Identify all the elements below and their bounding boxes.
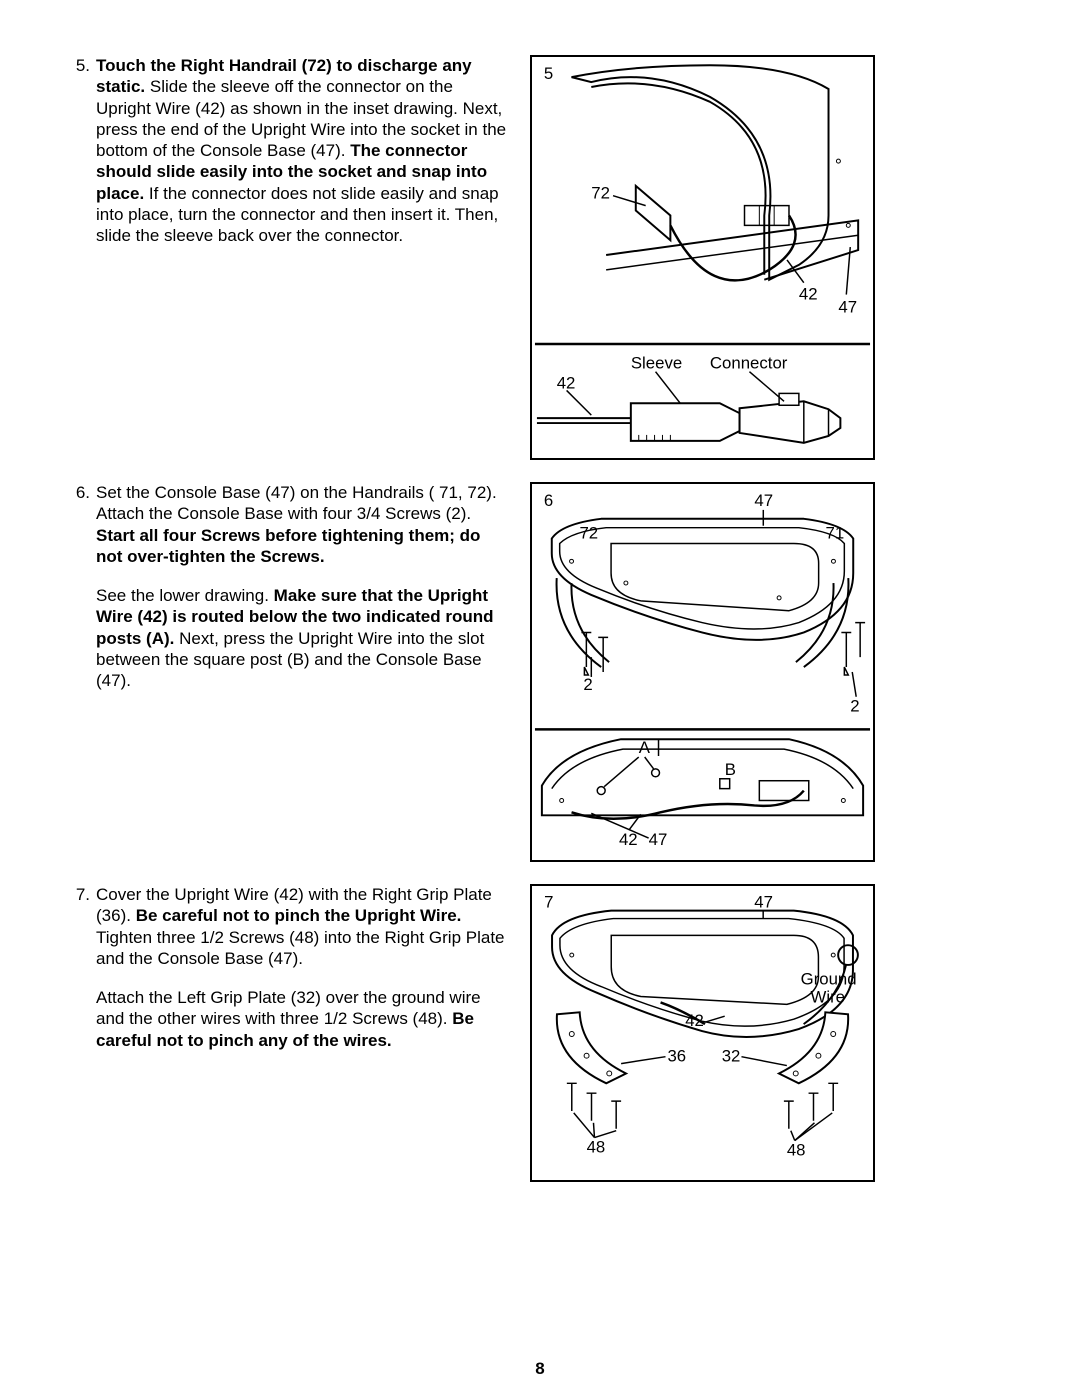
step-number: 6. — [68, 482, 96, 503]
label-47: 47 — [838, 297, 857, 316]
step-text: Touch the Right Handrail (72) to dischar… — [96, 55, 520, 246]
label-72: 72 — [579, 524, 598, 543]
panel-num: 5 — [544, 64, 553, 83]
label-sleeve: Sleeve — [631, 354, 682, 373]
txt: Attach the Left Grip Plate (32) over the… — [96, 988, 481, 1028]
manual-page: 5. Touch the Right Handrail (72) to disc… — [0, 0, 1080, 1397]
txt: Tighten three 1/2 Screws (48) into the R… — [96, 928, 505, 968]
panel-num: 6 — [544, 491, 553, 510]
step-5: 5. Touch the Right Handrail (72) to disc… — [68, 55, 1012, 460]
page-number: 8 — [0, 1358, 1080, 1379]
txt: See the lower drawing. — [96, 586, 274, 605]
label-42b: 42 — [557, 373, 576, 392]
label-A: A — [639, 738, 651, 757]
txt: If the connector does not slide easily a… — [96, 184, 499, 246]
panel-num: 7 — [544, 893, 553, 912]
step-6: 6. Set the Console Base (47) on the Hand… — [68, 482, 1012, 862]
label-47: 47 — [754, 893, 773, 912]
label-B: B — [725, 760, 736, 779]
txt: Be careful not to pinch the Upright Wire… — [136, 906, 462, 925]
label-47: 47 — [754, 491, 773, 510]
label-32: 32 — [722, 1047, 741, 1066]
step-number: 7. — [68, 884, 96, 905]
txt: Set the Console Base (47) on the Handrai… — [96, 483, 497, 523]
label-42: 42 — [799, 285, 818, 304]
step-text: Cover the Upright Wire (42) with the Rig… — [96, 884, 520, 1051]
label-47b: 47 — [649, 830, 668, 849]
step-text: Set the Console Base (47) on the Handrai… — [96, 482, 520, 691]
figure-5: 5 72 — [530, 55, 875, 460]
label-36: 36 — [667, 1047, 686, 1066]
label-48l: 48 — [587, 1137, 606, 1156]
label-2r: 2 — [850, 697, 859, 716]
label-72: 72 — [591, 184, 610, 203]
label-71: 71 — [826, 524, 845, 543]
label-48r: 48 — [787, 1140, 806, 1159]
figure-6: 6 — [530, 482, 875, 862]
step-7: 7. Cover the Upright Wire (42) with the … — [68, 884, 1012, 1182]
label-ground1: Ground — [801, 970, 857, 989]
label-connector: Connector — [710, 354, 788, 373]
label-2l: 2 — [583, 675, 592, 694]
figure-7: 7 — [530, 884, 875, 1182]
txt: Start all four Screws before tightening … — [96, 526, 480, 566]
step-number: 5. — [68, 55, 96, 76]
label-ground2: Wire — [811, 987, 845, 1006]
label-42: 42 — [685, 1011, 704, 1030]
